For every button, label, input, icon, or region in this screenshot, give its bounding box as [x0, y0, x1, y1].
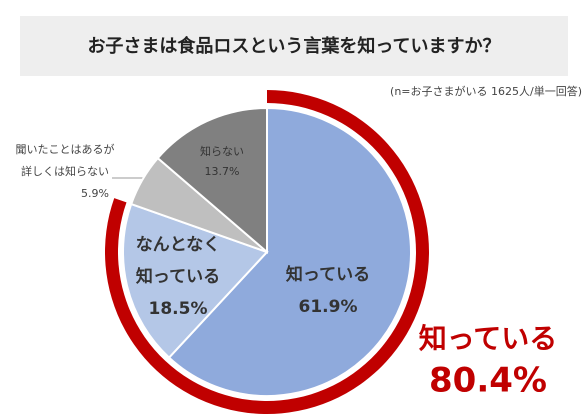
slice-label: なんとなく [136, 235, 221, 255]
value-label: 13.7% [205, 165, 240, 178]
slice-label: 知っている [285, 264, 370, 285]
subtitle: (n=お子さまがいる 1625人/単一回答) [390, 84, 582, 98]
pie-slice [167, 106, 412, 397]
pie-slice [156, 106, 268, 255]
slice-label: 知らない [200, 144, 244, 158]
slice-label: 知っている [135, 266, 220, 287]
slice-label: 詳しくは知らない [21, 164, 109, 178]
title-box [20, 16, 568, 76]
value-label: 18.5% [149, 299, 208, 319]
slice-label: 聞いたことはあるが [16, 142, 115, 156]
chart-title: お子さまは食品ロスという言葉を知っていますか？ [87, 35, 500, 57]
annotation-label: 知っている [419, 322, 558, 355]
annotation-value: 80.4% [429, 361, 547, 401]
pie-slice [122, 202, 269, 360]
value-label: 5.9% [81, 187, 109, 200]
value-label: 61.9% [299, 297, 358, 317]
